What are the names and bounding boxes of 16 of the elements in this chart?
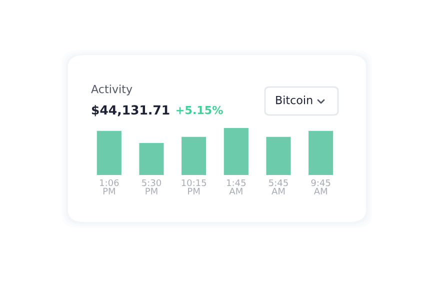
x-tick-label: 5:30 PM xyxy=(142,179,162,194)
bar xyxy=(139,143,164,175)
bar xyxy=(266,136,291,175)
bar xyxy=(182,136,206,175)
text: +5.15% xyxy=(176,106,223,114)
x-tick-label: 10:15 PM xyxy=(182,179,206,194)
text: Bitcoin xyxy=(276,96,312,104)
x-tick-label: 1:06 PM xyxy=(100,179,119,194)
chart-subtitle: $44,131.71 xyxy=(92,104,170,116)
x-tick-label: 1:45 AM xyxy=(227,179,246,194)
x-tick-label: 5:45 AM xyxy=(269,179,288,194)
x-tick-label: 9:45 AM xyxy=(311,179,330,194)
bar xyxy=(308,130,334,175)
bar xyxy=(96,130,122,175)
bar xyxy=(224,128,248,175)
chart-title: Activity xyxy=(91,84,132,96)
